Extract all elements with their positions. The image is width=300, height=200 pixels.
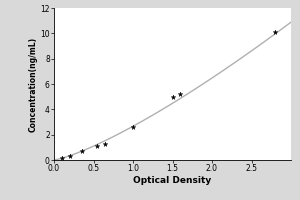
X-axis label: Optical Density: Optical Density — [134, 176, 212, 185]
Y-axis label: Concentration(ng/mL): Concentration(ng/mL) — [28, 36, 38, 132]
